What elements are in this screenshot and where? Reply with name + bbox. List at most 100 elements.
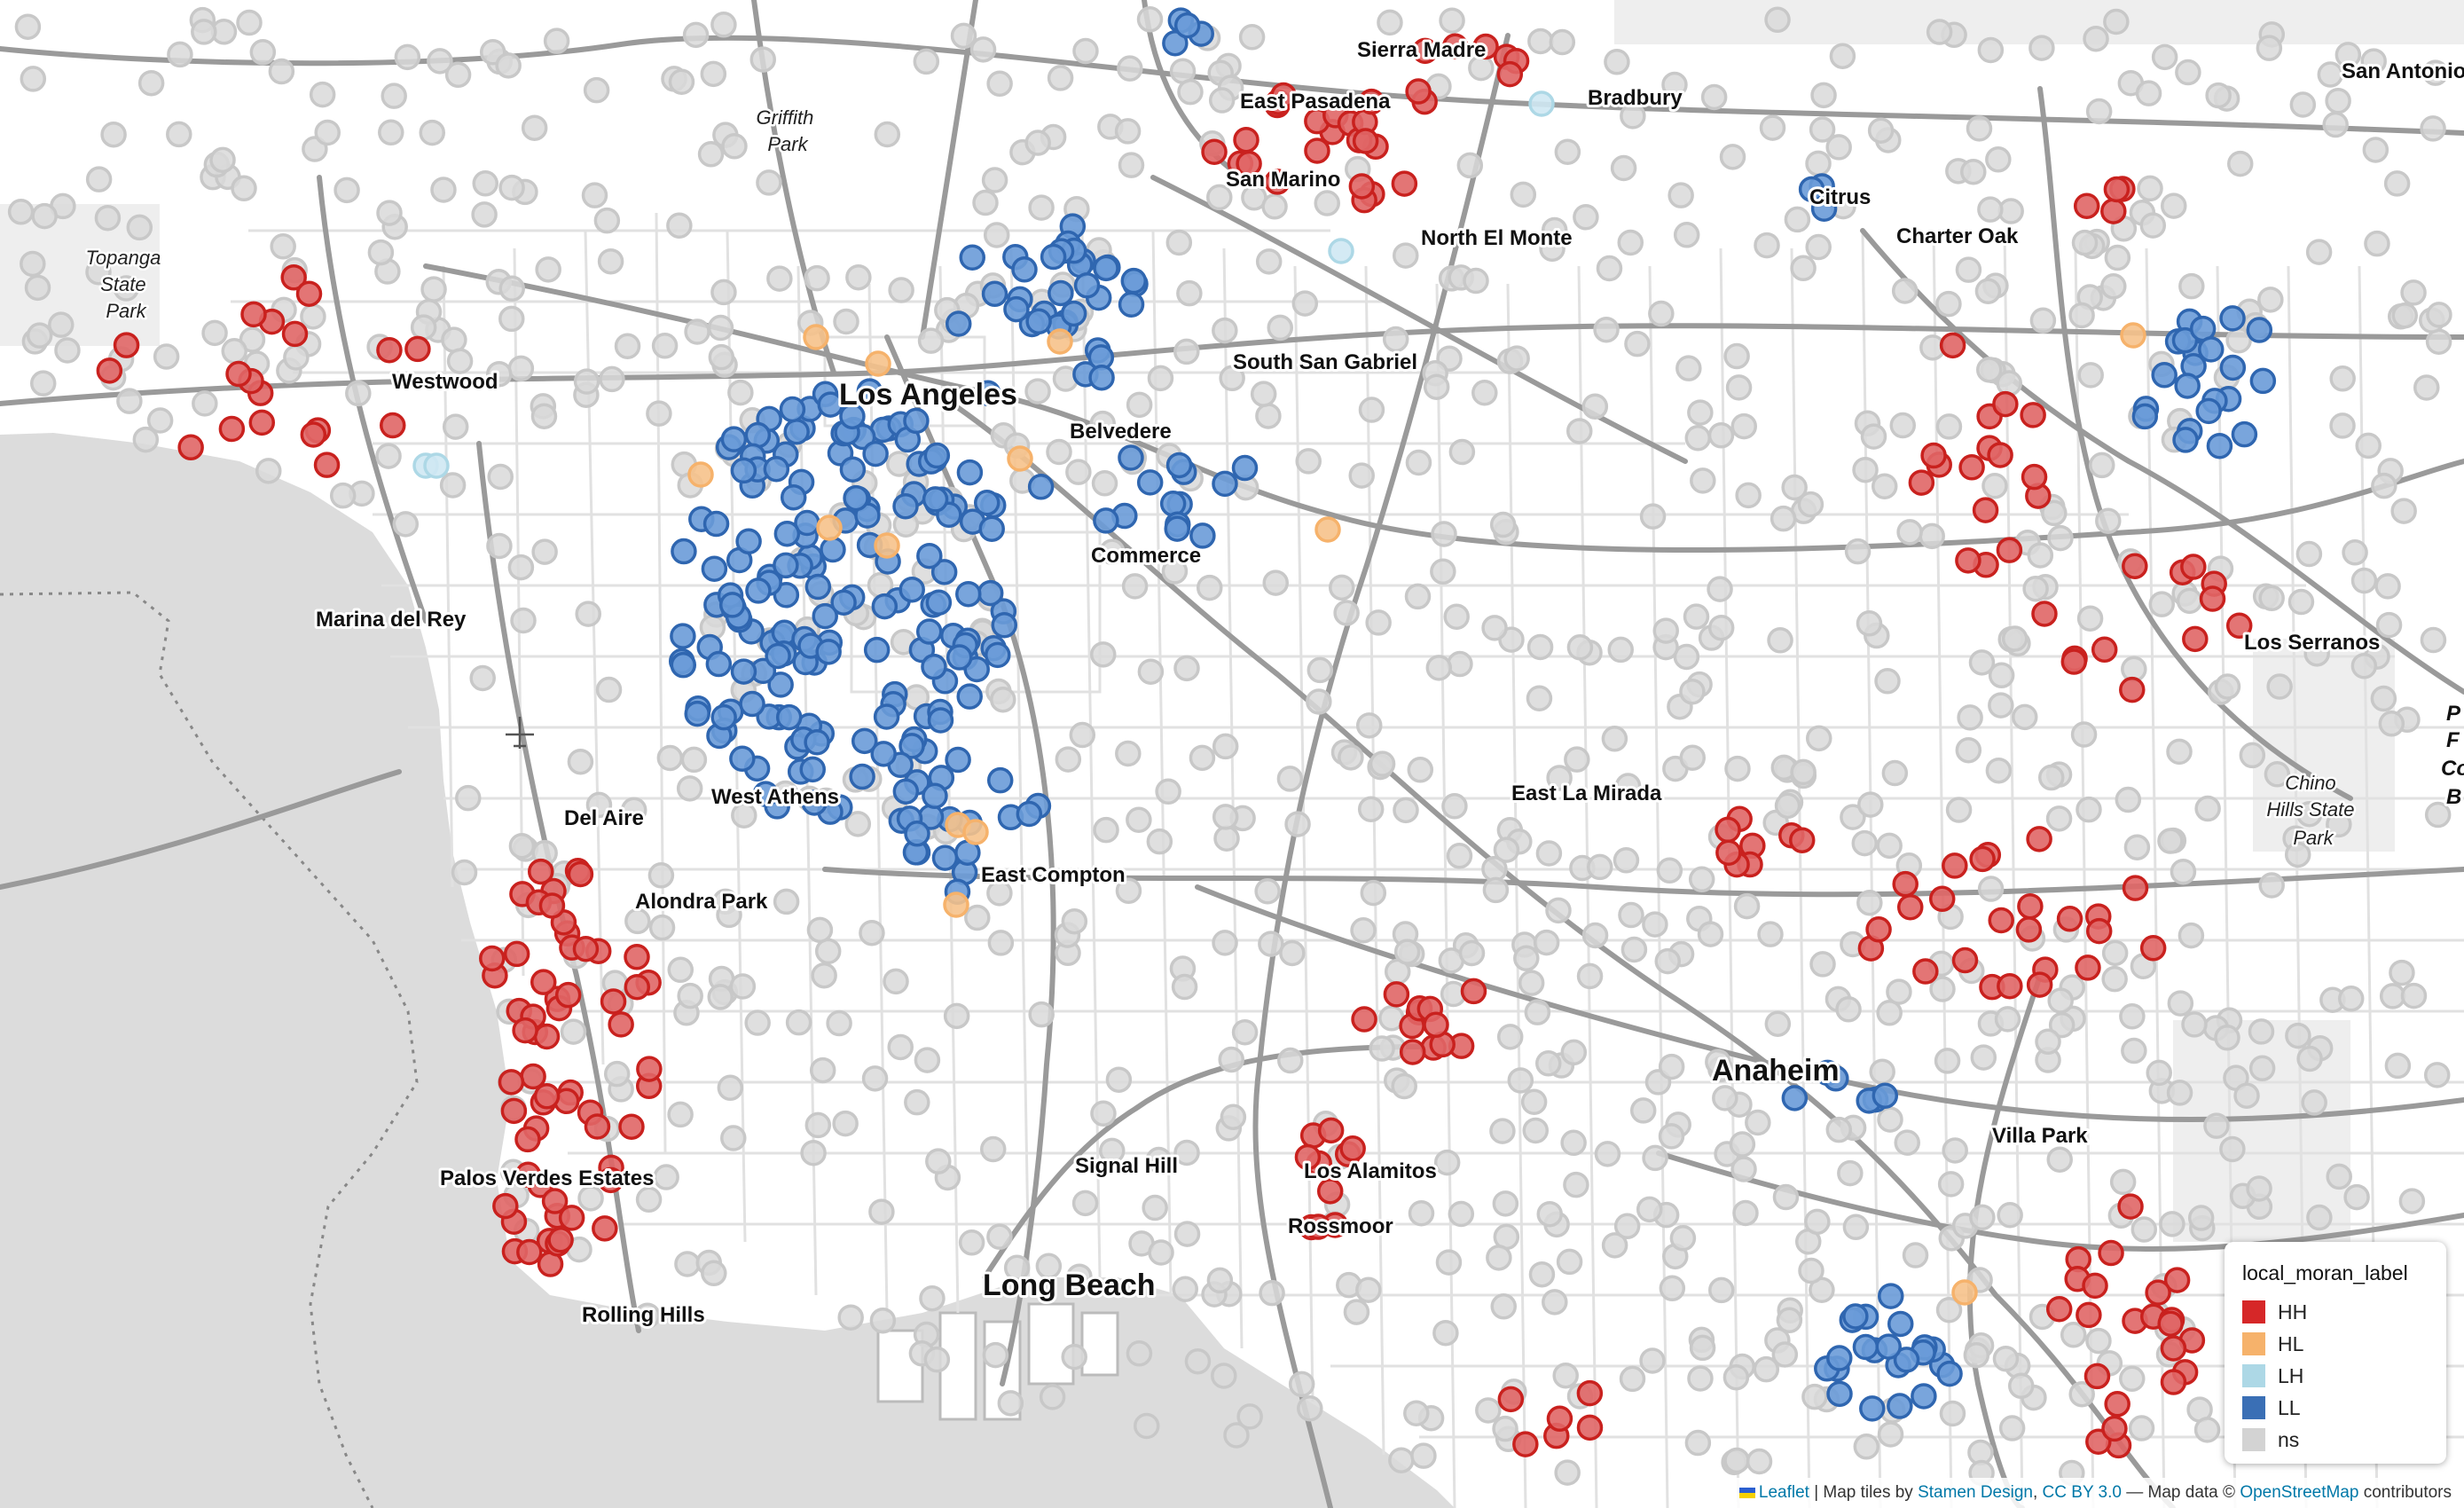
marker-ns[interactable] [1581,393,1609,420]
marker-ns[interactable] [1121,573,1149,600]
marker-ns[interactable] [1071,1190,1099,1217]
marker-ns[interactable] [1382,326,1409,353]
marker-ns[interactable] [2048,1011,2076,1039]
marker-ns[interactable] [1535,840,1563,867]
marker-ns[interactable] [378,119,404,146]
marker-ns[interactable] [1942,1137,1968,1164]
marker-ns[interactable] [1099,538,1126,565]
marker-ns[interactable] [451,859,478,886]
marker-ll[interactable] [930,559,958,585]
marker-ns[interactable] [1977,36,2005,64]
marker-ns[interactable] [1733,892,1761,920]
marker-ns[interactable] [137,69,165,97]
marker-ns[interactable] [2370,685,2397,712]
marker-ns[interactable] [2329,365,2356,392]
marker-ns[interactable] [2426,302,2452,328]
marker-ns[interactable] [1338,744,1364,771]
marker-ns[interactable] [2389,959,2415,986]
marker-ns[interactable] [1431,521,1457,547]
marker-ns[interactable] [1732,1199,1759,1227]
marker-ns[interactable] [1867,117,1895,144]
marker-ns[interactable] [603,1060,631,1088]
marker-ns[interactable] [2037,764,2065,791]
marker-ns[interactable] [469,664,496,692]
marker-ns[interactable] [1118,152,1145,178]
marker-ns[interactable] [1137,658,1165,685]
marker-ns[interactable] [2011,703,2038,731]
marker-ns[interactable] [31,202,58,230]
marker-ns[interactable] [1661,71,1688,98]
marker-ns[interactable] [1099,1137,1126,1165]
marker-ns[interactable] [1712,1085,1738,1111]
marker-ns[interactable] [1259,1279,1285,1307]
marker-ns[interactable] [1730,1156,1757,1182]
marker-ns[interactable] [1055,746,1082,773]
marker-ns[interactable] [1759,114,1786,141]
marker-ns[interactable] [859,919,885,946]
marker-ns[interactable] [1639,1347,1666,1374]
marker-ns[interactable] [1554,138,1581,165]
marker-ns[interactable] [1992,1346,2020,1372]
marker-ns[interactable] [913,48,940,75]
marker-ns[interactable] [1147,365,1174,392]
marker-ll[interactable] [871,593,898,620]
marker-ns[interactable] [2219,1135,2246,1163]
marker-ns[interactable] [2360,48,2387,75]
marker-ns[interactable] [1658,1123,1685,1150]
marker-ns[interactable] [2424,801,2452,829]
marker-ns[interactable] [1853,1433,1880,1460]
marker-ns[interactable] [1809,1276,1835,1304]
marker-ns[interactable] [1369,750,1396,777]
marker-ns[interactable] [1684,1429,1712,1457]
marker-ns[interactable] [1172,1276,1199,1302]
marker-ns[interactable] [2101,965,2128,993]
marker-ns[interactable] [146,407,174,434]
marker-ns[interactable] [581,182,608,208]
marker-ns[interactable] [958,1229,985,1256]
marker-ns[interactable] [309,81,336,108]
marker-ns[interactable] [2246,1175,2272,1202]
marker-ns[interactable] [1206,1267,1234,1294]
marker-ns[interactable] [1176,279,1203,307]
marker-ns[interactable] [2343,1183,2370,1211]
marker-ns[interactable] [1425,655,1453,681]
marker-ll[interactable] [851,727,878,755]
marker-ns[interactable] [773,888,800,915]
marker-ns[interactable] [883,968,909,995]
marker-ns[interactable] [1161,558,1189,585]
marker-ns[interactable] [1089,410,1116,437]
marker-ns[interactable] [1966,115,1993,142]
marker-ns[interactable] [531,538,558,565]
marker-ns[interactable] [201,319,228,347]
marker-ns[interactable] [2161,192,2187,219]
marker-ns[interactable] [166,121,192,148]
marker-ns[interactable] [1184,1347,1212,1375]
marker-ns[interactable] [376,200,403,226]
marker-ns[interactable] [1276,766,1304,792]
marker-ns[interactable] [444,61,472,89]
marker-ns[interactable] [1725,374,1753,401]
marker-ns[interactable] [2350,567,2378,594]
marker-ns[interactable] [2100,273,2127,300]
marker-ns[interactable] [508,832,536,860]
marker-ns[interactable] [1697,921,1724,947]
marker-ns[interactable] [1730,412,1758,440]
marker-ns[interactable] [2342,539,2368,566]
marker-ns[interactable] [1707,422,1735,449]
marker-ns[interactable] [2287,588,2315,616]
marker-ns[interactable] [1963,1341,1990,1369]
marker-ns[interactable] [1255,248,1283,275]
marker-ns[interactable] [1212,317,1238,344]
marker-ns[interactable] [1981,473,2008,499]
marker-ns[interactable] [599,365,625,393]
marker-ns[interactable] [54,337,81,364]
marker-ns[interactable] [1613,1213,1641,1240]
marker-ns[interactable] [1994,1006,2021,1033]
marker-ns[interactable] [1837,1159,1864,1187]
marker-ns[interactable] [595,676,623,703]
marker-ns[interactable] [1405,449,1432,476]
marker-ns[interactable] [1482,876,1510,904]
marker-ns[interactable] [845,263,872,291]
marker-ns[interactable] [1173,1221,1201,1247]
